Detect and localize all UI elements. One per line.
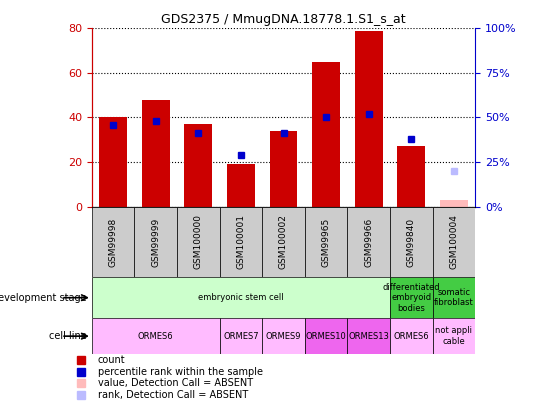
Bar bbox=[134, 207, 177, 277]
Bar bbox=[92, 277, 390, 318]
Bar bbox=[227, 164, 255, 207]
Text: rank, Detection Call = ABSENT: rank, Detection Call = ABSENT bbox=[98, 390, 248, 400]
Text: cell line: cell line bbox=[49, 331, 86, 341]
Text: GSM99966: GSM99966 bbox=[364, 217, 373, 266]
Bar bbox=[269, 131, 298, 207]
Bar bbox=[433, 277, 475, 318]
Bar bbox=[347, 207, 390, 277]
Bar bbox=[433, 207, 475, 277]
Text: GSM100002: GSM100002 bbox=[279, 215, 288, 269]
Bar bbox=[347, 318, 390, 354]
Text: GSM99998: GSM99998 bbox=[109, 217, 118, 266]
Bar bbox=[355, 31, 382, 207]
Text: GSM100004: GSM100004 bbox=[449, 215, 458, 269]
Bar bbox=[99, 117, 127, 207]
Bar bbox=[185, 124, 212, 207]
Bar bbox=[262, 318, 305, 354]
Text: ORMES13: ORMES13 bbox=[348, 332, 389, 341]
Text: ORMES7: ORMES7 bbox=[223, 332, 259, 341]
Text: ORMES6: ORMES6 bbox=[138, 332, 173, 341]
Title: GDS2375 / MmugDNA.18778.1.S1_s_at: GDS2375 / MmugDNA.18778.1.S1_s_at bbox=[161, 13, 406, 26]
Text: ORMES10: ORMES10 bbox=[306, 332, 347, 341]
Bar bbox=[312, 62, 340, 207]
Text: GSM99965: GSM99965 bbox=[322, 217, 330, 266]
Text: count: count bbox=[98, 355, 125, 365]
Bar bbox=[390, 318, 433, 354]
Text: differentiated
embryoid
bodies: differentiated embryoid bodies bbox=[382, 283, 440, 313]
Text: ORMES9: ORMES9 bbox=[266, 332, 301, 341]
Bar bbox=[305, 207, 347, 277]
Text: not appli
cable: not appli cable bbox=[435, 326, 472, 346]
Bar bbox=[142, 100, 170, 207]
Bar bbox=[92, 207, 134, 277]
Bar bbox=[390, 207, 433, 277]
Text: GSM100000: GSM100000 bbox=[194, 215, 203, 269]
Bar bbox=[220, 318, 262, 354]
Text: somatic
fibroblast: somatic fibroblast bbox=[434, 288, 474, 307]
Text: GSM100001: GSM100001 bbox=[237, 215, 245, 269]
Bar bbox=[397, 147, 425, 207]
Bar bbox=[262, 207, 305, 277]
Text: GSM99999: GSM99999 bbox=[151, 217, 160, 266]
Bar bbox=[92, 318, 220, 354]
Text: development stage: development stage bbox=[0, 293, 86, 303]
Bar bbox=[390, 277, 433, 318]
Bar bbox=[177, 207, 220, 277]
Bar bbox=[305, 318, 347, 354]
Text: GSM99840: GSM99840 bbox=[407, 217, 416, 266]
Text: embryonic stem cell: embryonic stem cell bbox=[198, 293, 284, 302]
Bar bbox=[220, 207, 262, 277]
Text: percentile rank within the sample: percentile rank within the sample bbox=[98, 367, 262, 377]
Bar bbox=[440, 200, 468, 207]
Bar bbox=[433, 318, 475, 354]
Text: value, Detection Call = ABSENT: value, Detection Call = ABSENT bbox=[98, 379, 253, 388]
Text: ORMES6: ORMES6 bbox=[394, 332, 429, 341]
